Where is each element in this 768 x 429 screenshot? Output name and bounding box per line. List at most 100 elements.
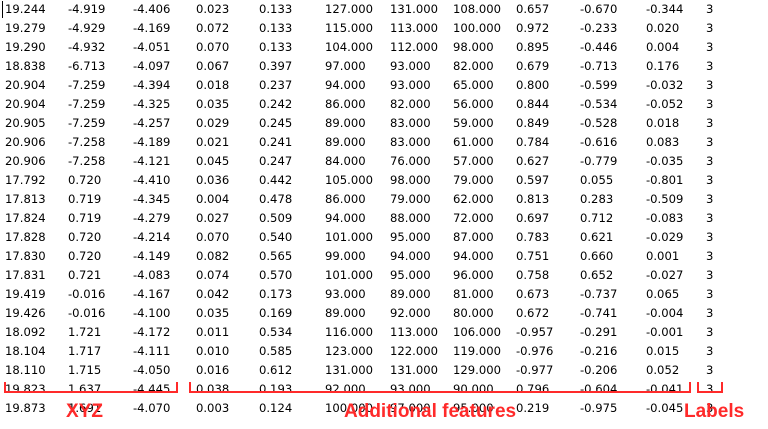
table-cell: -4.172 [133, 325, 171, 339]
table-cell: 131.000 [390, 2, 438, 16]
table-cell: 88.000 [390, 211, 431, 225]
table-cell: 100.000 [453, 21, 501, 35]
table-cell: 0.597 [516, 173, 550, 187]
table-cell: -0.737 [580, 287, 618, 301]
table-cell: 0.237 [259, 78, 293, 92]
table-cell: -7.259 [68, 78, 106, 92]
table-cell: 0.029 [196, 116, 230, 130]
table-cell: 0.083 [646, 135, 680, 149]
table-cell: 115.000 [325, 21, 373, 35]
table-cell: 0.652 [580, 268, 614, 282]
table-cell: -0.206 [580, 363, 618, 377]
table-cell: 0.697 [516, 211, 550, 225]
table-cell: 1.715 [68, 363, 102, 377]
table-cell: 76.000 [390, 154, 431, 168]
table-cell: 95.000 [453, 401, 494, 415]
table-cell: 122.000 [390, 344, 438, 358]
table-cell: -4.394 [133, 78, 171, 92]
table-cell: -4.070 [133, 401, 171, 415]
table-cell: -4.279 [133, 211, 171, 225]
table-cell: 19.873 [5, 401, 46, 415]
table-cell: 0.247 [259, 154, 293, 168]
table-cell: 79.000 [390, 192, 431, 206]
table-cell: 0.679 [516, 59, 550, 73]
table-cell: 86.000 [325, 192, 366, 206]
label-cell: 3 [706, 382, 714, 396]
table-cell: 59.000 [453, 116, 494, 130]
table-cell: 0.721 [68, 268, 102, 282]
features-bracket [189, 382, 691, 393]
label-cell: 3 [706, 249, 714, 263]
table-cell: 0.023 [196, 2, 230, 16]
table-cell: 61.000 [453, 135, 494, 149]
table-cell: 83.000 [390, 135, 431, 149]
table-cell: 82.000 [453, 59, 494, 73]
table-cell: 98.000 [453, 40, 494, 54]
table-cell: 92.000 [390, 306, 431, 320]
table-cell: 0.035 [196, 97, 230, 111]
table-cell: 0.660 [580, 249, 614, 263]
table-cell: -0.233 [580, 21, 618, 35]
table-cell: 83.000 [390, 116, 431, 130]
table-cell: 94.000 [390, 249, 431, 263]
table-cell: -0.032 [646, 78, 684, 92]
label-cell: 3 [706, 192, 714, 206]
table-cell: 131.000 [325, 363, 373, 377]
table-cell: 0.672 [516, 306, 550, 320]
table-cell: -0.599 [580, 78, 618, 92]
table-cell: -7.258 [68, 154, 106, 168]
table-cell: -4.083 [133, 268, 171, 282]
table-cell: 0.052 [646, 363, 680, 377]
table-cell: -0.035 [646, 154, 684, 168]
table-cell: 101.000 [325, 230, 373, 244]
labels-bracket [697, 382, 723, 393]
table-cell: 0.719 [68, 211, 102, 225]
table-cell: 89.000 [325, 116, 366, 130]
table-cell: 0.133 [259, 40, 293, 54]
table-cell: 0.010 [196, 344, 230, 358]
label-cell: 3 [706, 268, 714, 282]
table-cell: 81.000 [453, 287, 494, 301]
table-cell: 0.813 [516, 192, 550, 206]
table-cell: 20.906 [5, 135, 46, 149]
table-cell: 20.906 [5, 154, 46, 168]
table-cell: 20.904 [5, 97, 46, 111]
table-cell: -0.004 [646, 306, 684, 320]
table-cell: 0.844 [516, 97, 550, 111]
table-cell: 0.173 [259, 287, 293, 301]
table-cell: 82.000 [390, 97, 431, 111]
table-cell: 0.035 [196, 306, 230, 320]
table-cell: 97.000 [390, 401, 431, 415]
table-cell: -4.111 [133, 344, 171, 358]
table-cell: -0.977 [516, 363, 554, 377]
table-cell: -4.257 [133, 116, 171, 130]
table-cell: 20.904 [5, 78, 46, 92]
label-cell: 3 [706, 344, 714, 358]
table-cell: 0.442 [259, 173, 293, 187]
table-cell: -7.258 [68, 135, 106, 149]
table-cell: -0.976 [516, 344, 554, 358]
table-cell: 0.070 [196, 40, 230, 54]
table-cell: 1.721 [68, 325, 102, 339]
table-cell: 0.283 [580, 192, 614, 206]
table-cell: 0.565 [259, 249, 293, 263]
table-cell: 65.000 [453, 78, 494, 92]
table-cell: 0.758 [516, 268, 550, 282]
table-cell: -6.713 [68, 59, 106, 73]
table-cell: 0.003 [196, 401, 230, 415]
table-cell: -4.410 [133, 173, 171, 187]
table-cell: 0.849 [516, 116, 550, 130]
table-cell: 17.831 [5, 268, 46, 282]
table-cell: 89.000 [325, 306, 366, 320]
xyz-label: XYZ [66, 401, 103, 422]
label-cell: 3 [706, 401, 714, 415]
table-cell: 0.540 [259, 230, 293, 244]
table-cell: 84.000 [325, 154, 366, 168]
table-cell: 94.000 [325, 78, 366, 92]
table-cell: 116.000 [325, 325, 373, 339]
table-cell: 72.000 [453, 211, 494, 225]
table-cell: 0.036 [196, 173, 230, 187]
table-cell: 131.000 [390, 363, 438, 377]
label-cell: 3 [706, 135, 714, 149]
label-cell: 3 [706, 59, 714, 73]
